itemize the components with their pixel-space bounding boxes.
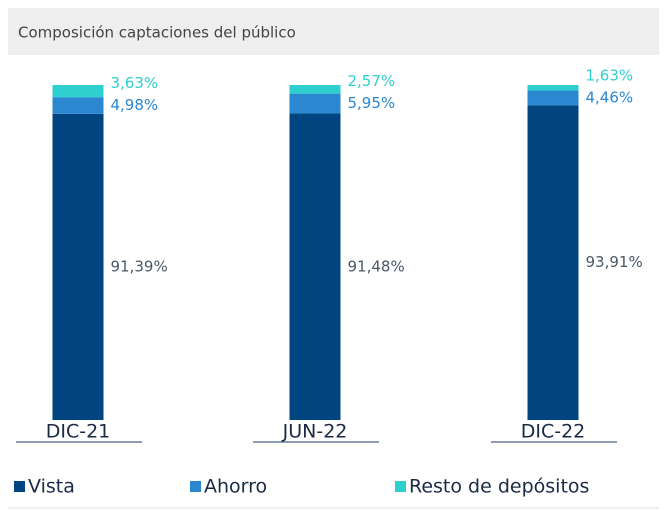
data-label: 3,63% [111, 74, 159, 92]
x-tick-label: JUN-22 [282, 421, 348, 443]
legend-label: Ahorro [204, 476, 267, 498]
legend-label: Resto de depósitos [409, 476, 589, 498]
chart-title: Composición captaciones del público [18, 24, 296, 42]
bar-segment [289, 113, 341, 421]
bar-segment [527, 90, 579, 106]
bar-segment [527, 85, 579, 91]
legend-swatch [190, 481, 201, 492]
data-label: 2,57% [348, 72, 396, 90]
bar-segment [52, 113, 104, 420]
header-band [8, 8, 659, 55]
x-tick-label: DIC-22 [521, 421, 586, 443]
data-label: 1,63% [586, 66, 634, 84]
bar-segment [52, 97, 104, 114]
data-label: 91,48% [348, 257, 405, 275]
bar-segment [289, 93, 341, 114]
legend-swatch [14, 481, 25, 492]
data-label: 91,39% [111, 257, 168, 275]
legend-label: Vista [28, 476, 75, 498]
data-label: 4,98% [111, 96, 159, 114]
data-label: 5,95% [348, 94, 396, 112]
data-label: 4,46% [586, 88, 634, 106]
x-tick-label: DIC-21 [46, 421, 111, 443]
bar-segment [52, 85, 104, 98]
legend-swatch [395, 481, 406, 492]
bar-segment [527, 105, 579, 421]
data-label: 93,91% [586, 253, 643, 271]
bar-segment [289, 85, 341, 94]
